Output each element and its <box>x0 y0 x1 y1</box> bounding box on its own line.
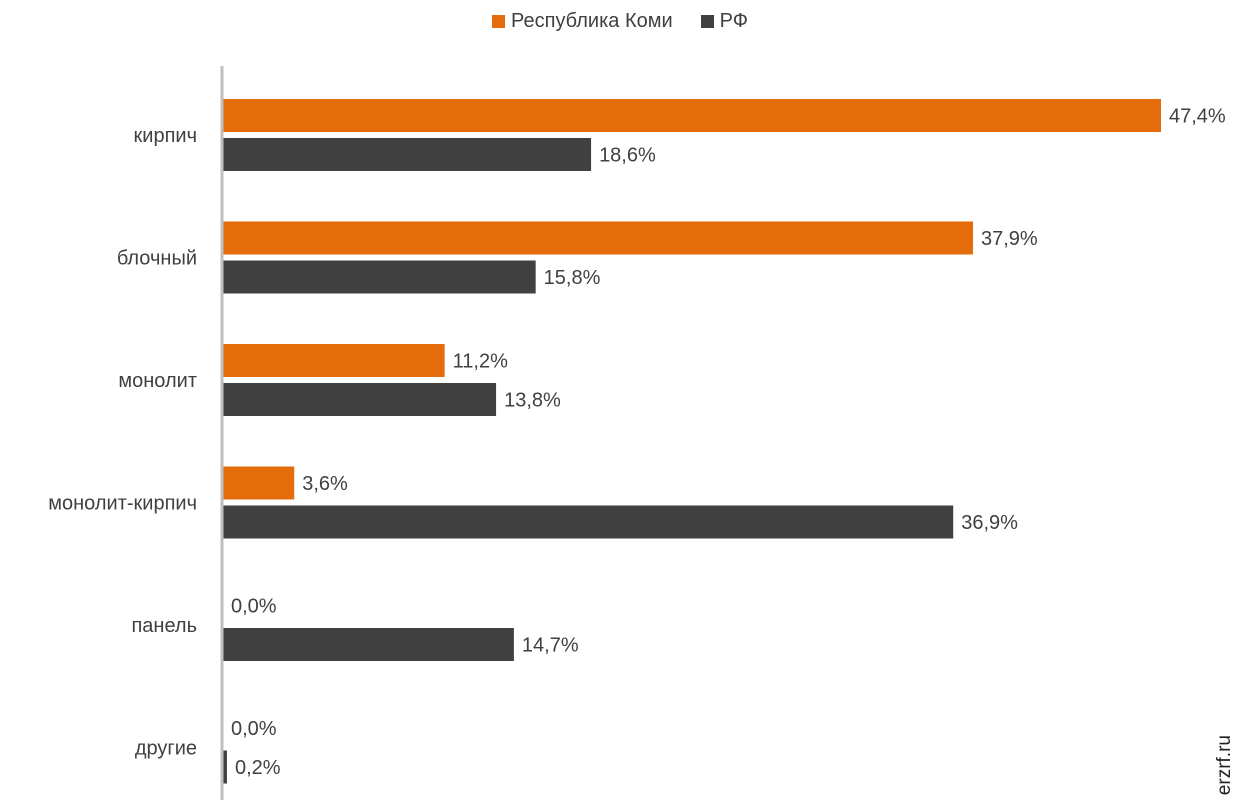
category-label: монолит-кирпич <box>48 493 197 515</box>
data-label: 13,8% <box>504 390 561 412</box>
category-label: блочный <box>117 248 197 270</box>
watermark: erzrf.ru <box>1214 734 1235 795</box>
legend-swatch-rf <box>700 15 714 28</box>
category-label: другие <box>135 738 197 760</box>
legend: Республика Коми РФ <box>0 10 1240 33</box>
data-label: 15,8% <box>544 267 601 289</box>
legend-swatch-komi <box>492 15 506 28</box>
legend-label-komi: Республика Коми <box>511 10 673 32</box>
category-label: панель <box>131 615 197 637</box>
data-label: 36,9% <box>961 512 1018 534</box>
bar-rf <box>223 383 497 416</box>
legend-item-rf: РФ <box>700 10 748 33</box>
data-label: 11,2% <box>453 351 508 373</box>
legend-item-komi: Республика Коми <box>492 10 673 33</box>
bar-rf <box>223 260 536 294</box>
bar-komi <box>223 466 295 500</box>
bar-rf <box>223 138 592 171</box>
data-label: 47,4% <box>1169 106 1226 128</box>
legend-label-rf: РФ <box>719 10 748 32</box>
data-label: 0,2% <box>235 757 281 779</box>
data-label: 37,9% <box>981 228 1038 250</box>
data-label: 14,7% <box>522 635 579 657</box>
bar-rf <box>223 628 514 661</box>
bar-komi <box>223 99 1161 132</box>
data-label: 0,0% <box>231 596 277 618</box>
bar-rf <box>223 750 227 784</box>
bar-komi <box>223 221 974 255</box>
data-label: 0,0% <box>231 718 277 740</box>
bar-komi <box>223 344 445 377</box>
data-label: 18,6% <box>599 145 656 167</box>
data-label: 3,6% <box>302 473 348 495</box>
category-label: кирпич <box>134 125 197 147</box>
category-label: монолит <box>118 370 197 392</box>
bar-rf <box>223 505 954 539</box>
